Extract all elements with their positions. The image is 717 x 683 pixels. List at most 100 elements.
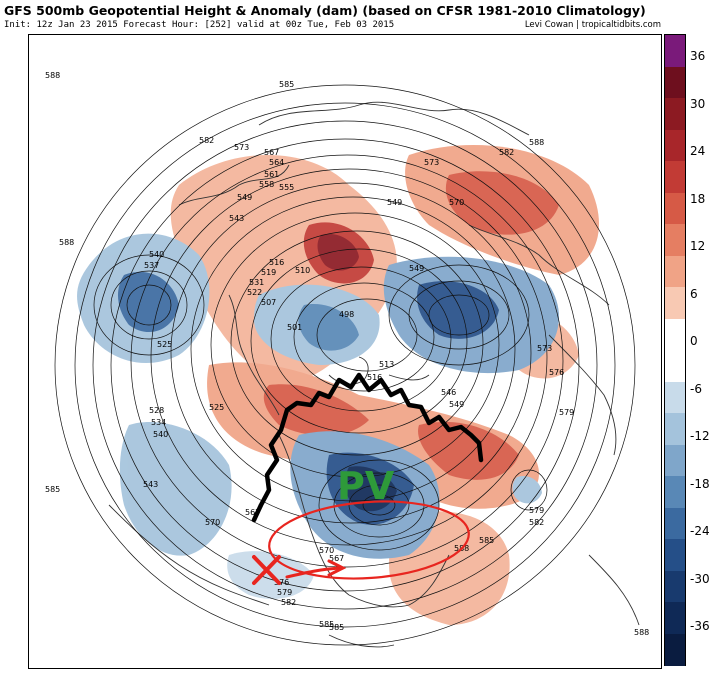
contour-label: 540 xyxy=(153,430,168,439)
anomaly-colorbar xyxy=(664,34,686,666)
colorbar-label: 0 xyxy=(690,334,698,348)
colorbar-segment xyxy=(665,98,685,130)
contour-label: 516 xyxy=(367,373,382,382)
contour-label: 513 xyxy=(379,360,394,369)
colorbar-segment xyxy=(665,602,685,634)
init-info: Init: 12z Jan 23 2015 Forecast Hour: [25… xyxy=(4,20,395,30)
contour-label: 498 xyxy=(339,310,354,319)
contour-label: 549 xyxy=(387,198,402,207)
colorbar-segment xyxy=(665,633,685,666)
colorbar-segment xyxy=(665,287,685,319)
contour-label: 546 xyxy=(441,388,456,397)
contour-label: 588 xyxy=(59,238,74,247)
map-title: GFS 500mb Geopotential Height & Anomaly … xyxy=(4,3,646,18)
colorbar-segment xyxy=(665,255,685,288)
positive-anomaly-ridge-core xyxy=(263,384,369,436)
contour-label: 576 xyxy=(549,368,564,377)
colorbar-label: 18 xyxy=(690,191,706,206)
contour-label: 549 xyxy=(237,193,252,202)
colorbar-segment xyxy=(665,192,685,225)
contour-label: 549 xyxy=(449,400,464,409)
contour-label: 588 xyxy=(634,628,649,637)
contour-label: 570 xyxy=(205,518,220,527)
contour-label: 585 xyxy=(45,485,60,494)
contour-label: 519 xyxy=(261,268,276,277)
colorbar-label: -18 xyxy=(690,476,710,491)
negative-anomaly-siberia-core xyxy=(417,281,499,339)
contour-label: 522 xyxy=(247,288,262,297)
colorbar-label: -24 xyxy=(690,524,710,538)
contour-label: 582 xyxy=(529,518,544,527)
contour-label: 501 xyxy=(287,323,302,332)
height-contours xyxy=(54,84,636,646)
colorbar-segment xyxy=(665,35,685,67)
contour-label: 582 xyxy=(499,148,514,157)
contour-label: 525 xyxy=(209,403,224,412)
contour-label: 582 xyxy=(199,136,214,145)
contour-label: 582 xyxy=(281,598,296,607)
contour-label: 507 xyxy=(261,298,276,307)
map-panel: 588 588 582 573 567 564 561 558 555 549 … xyxy=(28,34,662,669)
negative-anomaly-west-pacific-core xyxy=(117,271,179,333)
colorbar-segment xyxy=(665,129,685,162)
colorbar-segment xyxy=(665,318,685,351)
contour-label: 585 xyxy=(479,536,494,545)
colorbar-label: -36 xyxy=(690,619,710,633)
colorbar-segment xyxy=(665,350,685,382)
red-arrow xyxy=(285,559,347,579)
contour-label: 576 xyxy=(274,578,289,587)
contour-label: 570 xyxy=(319,546,334,555)
contour-label: 567 xyxy=(245,508,260,517)
colorbar-segment xyxy=(665,413,685,445)
contour-label: 510 xyxy=(295,266,310,275)
positive-anomaly-east xyxy=(418,421,519,480)
contour-label: 588 xyxy=(529,138,544,147)
contour-label: 579 xyxy=(559,408,574,417)
contour-label: 573 xyxy=(424,158,439,167)
colorbar-label: -12 xyxy=(690,429,710,443)
colorbar-label: -30 xyxy=(690,571,710,586)
contour-label: 573 xyxy=(537,344,552,353)
ridge-axis-line xyxy=(251,372,484,523)
contour-label: 540 xyxy=(149,250,164,259)
trough-oval xyxy=(268,500,470,580)
colorbar-segment xyxy=(665,224,685,256)
contour-label: 579 xyxy=(529,506,544,515)
contour-label: 567 xyxy=(264,148,279,157)
contour-label: 570 xyxy=(449,198,464,207)
colorbar-segment xyxy=(665,444,685,477)
positive-anomaly-siberia-core xyxy=(445,171,559,235)
contour-label: 528 xyxy=(149,406,164,415)
colorbar-label: 30 xyxy=(690,96,706,111)
colorbar-segment xyxy=(665,570,685,603)
contour-label: 564 xyxy=(269,158,284,167)
contour-label: 561 xyxy=(264,170,279,179)
colorbar-label: 24 xyxy=(690,144,706,158)
contour-label: 555 xyxy=(279,183,294,192)
contour-label: 534 xyxy=(151,418,166,427)
x-mark xyxy=(252,555,281,585)
contour-label: 516 xyxy=(269,258,284,267)
colorbar-segment xyxy=(665,539,685,571)
colorbar-segment xyxy=(665,161,685,193)
contour-label: 588 xyxy=(45,71,60,80)
contour-label: 579 xyxy=(277,588,292,597)
contour-label: 537 xyxy=(144,261,159,270)
credit-text: Levi Cowan | tropicaltidbits.com xyxy=(524,20,661,30)
map-svg: 588 588 582 573 567 564 561 558 555 549 … xyxy=(45,71,649,648)
colorbar-label: 36 xyxy=(690,49,706,63)
colorbar-segment xyxy=(665,66,685,99)
user-annotations: PV xyxy=(251,372,484,585)
contour-label: 543 xyxy=(143,480,158,489)
contour-label: 525 xyxy=(157,340,172,349)
colorbar-segment xyxy=(665,381,685,414)
contour-label: 531 xyxy=(249,278,264,287)
contour-label: 567 xyxy=(329,554,344,563)
colorbar-segment xyxy=(665,507,685,540)
colorbar-label: 6 xyxy=(690,286,698,301)
negative-anomaly-southwest xyxy=(119,421,232,556)
contour-label: 558 xyxy=(259,180,274,189)
negative-anomaly-trough-core-2 xyxy=(344,466,397,512)
negative-anomaly-pole-core xyxy=(298,304,359,351)
contour-label: 549 xyxy=(409,264,424,273)
